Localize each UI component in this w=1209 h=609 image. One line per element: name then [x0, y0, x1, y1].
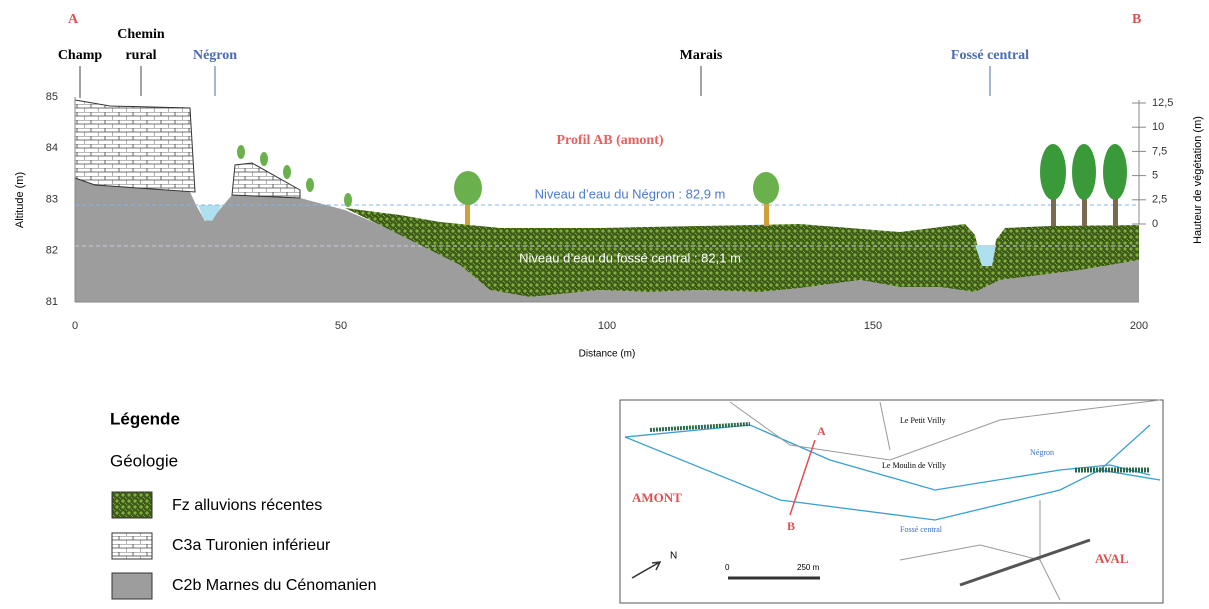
- x-tick-label: 150: [864, 320, 882, 332]
- x-tick-label: 200: [1130, 320, 1148, 332]
- map-stream: Fossé central: [900, 525, 943, 534]
- x-tick-label: 100: [598, 320, 616, 332]
- limestone: [74, 99, 196, 193]
- end-label: B: [1132, 12, 1141, 27]
- map-scale: 250 m: [797, 563, 820, 572]
- legend-subtitle: Géologie: [110, 451, 178, 470]
- profile-title: Profil AB (amont): [556, 133, 663, 148]
- map-stream: Négron: [1030, 448, 1054, 457]
- y-tick-label: 81: [46, 296, 58, 308]
- y2-tick-label: 7,5: [1152, 145, 1167, 157]
- x-tick-label: 50: [335, 320, 347, 332]
- legend-item: C3a Turonien inférieur: [172, 537, 331, 554]
- y2-tick-label: 12,5: [1152, 97, 1173, 109]
- x-tick-label: 0: [72, 320, 78, 332]
- map-place: Le Moulin de Vrilly: [882, 461, 946, 470]
- map-end: A: [817, 424, 826, 438]
- water: [975, 245, 996, 266]
- place-label: Marais: [680, 48, 723, 63]
- trees: [237, 144, 1127, 226]
- y-tick-label: 82: [46, 245, 58, 257]
- map: A B AMONT AVAL Le Petit Vrilly Le Moulin…: [619, 399, 1164, 604]
- water-level-label: Niveau d’eau du Négron : 82,9 m: [535, 186, 726, 201]
- profile: [74, 97, 1140, 303]
- y-axis-label: Altitude (m): [14, 172, 26, 228]
- legend-title: Légende: [110, 409, 180, 428]
- y2-tick-label: 5: [1152, 170, 1158, 182]
- map-north: N: [670, 551, 677, 562]
- water-level-label: Niveau d’eau du fossé central : 82,1 m: [519, 250, 741, 265]
- y2-tick-label: 10: [1152, 121, 1164, 133]
- y2-tick-label: 0: [1152, 218, 1158, 230]
- map-side: AVAL: [1095, 551, 1129, 566]
- marl: [75, 178, 1139, 302]
- y2-axis-label: Hauteur de végétation (m): [1192, 116, 1204, 244]
- place-label: rural: [125, 48, 156, 63]
- map-side: AMONT: [632, 490, 682, 505]
- place-label: Négron: [193, 48, 237, 63]
- water: [198, 205, 222, 221]
- legend-item: C2b Marnes du Cénomanien: [172, 577, 377, 594]
- y-tick-label: 84: [46, 142, 58, 154]
- arrows: [79, 66, 991, 98]
- limestone: [231, 162, 301, 199]
- map-scale: 0: [725, 563, 730, 572]
- x-axis-label: Distance (m): [579, 349, 636, 360]
- y2-tick-label: 2,5: [1152, 194, 1167, 206]
- y-tick-label: 83: [46, 193, 58, 205]
- map-end: B: [787, 519, 795, 533]
- legend: Légende Géologie Fz alluvions récentes C…: [110, 409, 377, 600]
- y-tick-label: 85: [46, 91, 58, 103]
- place-label: Champ: [58, 48, 103, 63]
- place-label: Chemin: [117, 27, 165, 42]
- legend-item: Fz alluvions récentes: [172, 497, 322, 514]
- place-label: Fossé central: [951, 48, 1029, 63]
- end-label: A: [68, 12, 79, 27]
- map-place: Le Petit Vrilly: [900, 416, 946, 425]
- alluvium: [345, 208, 1139, 297]
